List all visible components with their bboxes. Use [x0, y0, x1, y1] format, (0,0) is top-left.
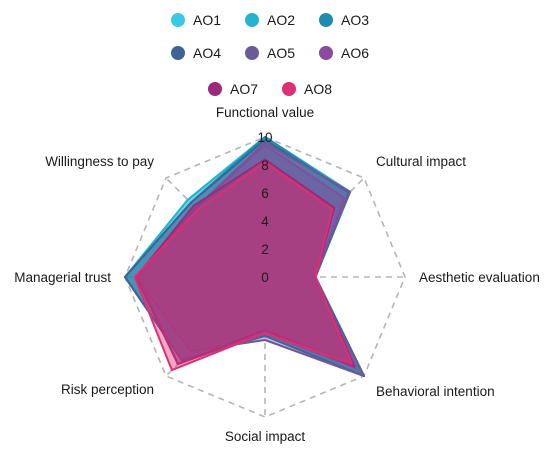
legend-swatch	[171, 46, 185, 60]
legend-item-ao4[interactable]: AO4	[171, 45, 221, 61]
legend-swatch	[319, 46, 333, 60]
legend-item-ao8[interactable]: AO8	[282, 81, 332, 97]
legend-swatch	[171, 13, 185, 27]
tick-label: 8	[261, 158, 269, 173]
series-area-ao8	[133, 161, 354, 372]
axis-label: Behavioral intention	[376, 384, 495, 399]
radar-series	[124, 136, 365, 377]
grid-spoke	[165, 177, 266, 278]
radial-ticks: 0 2 4 6 8 10	[257, 130, 272, 285]
legend-label: AO2	[267, 12, 295, 28]
grid-spoke	[264, 177, 365, 278]
legend-label: AO6	[341, 45, 369, 61]
legend-item-ao3[interactable]: AO3	[319, 12, 369, 28]
legend-swatch	[319, 13, 333, 27]
legend-label: AO1	[193, 12, 221, 28]
legend-label: AO3	[341, 12, 369, 28]
legend-swatch	[282, 82, 296, 96]
axis-label: Willingness to pay	[45, 154, 154, 169]
tick-label: 2	[261, 242, 269, 257]
grid-spoke	[264, 276, 365, 377]
axis-label: Functional value	[216, 105, 314, 120]
axis-label: Managerial trust	[14, 270, 111, 285]
tick-label: 6	[261, 186, 269, 201]
axis-label: Cultural impact	[376, 154, 466, 169]
legend-item-ao1[interactable]: AO1	[171, 12, 221, 28]
legend-label: AO4	[193, 45, 221, 61]
radar-grid	[124, 136, 406, 418]
legend-swatch	[245, 13, 259, 27]
legend-label: AO5	[267, 45, 295, 61]
legend-swatch	[208, 82, 222, 96]
axis-label: Aesthetic evaluation	[419, 270, 540, 285]
legend-item-ao6[interactable]: AO6	[319, 45, 369, 61]
legend-label: AO8	[304, 81, 332, 97]
legend: AO1 AO2 AO3 AO4 AO5 AO6 AO7 AO8	[171, 12, 369, 97]
tick-label: 4	[261, 214, 269, 229]
axis-labels: Functional value Cultural impact Aesthetic…	[14, 105, 540, 444]
legend-item-ao7[interactable]: AO7	[208, 81, 258, 97]
legend-label: AO7	[230, 81, 258, 97]
tick-label: 10	[257, 130, 272, 145]
axis-label: Risk perception	[61, 382, 154, 397]
tick-label: 0	[261, 270, 269, 285]
grid-spoke	[165, 276, 266, 377]
legend-item-ao5[interactable]: AO5	[245, 45, 295, 61]
axis-label: Social impact	[225, 429, 306, 444]
legend-swatch	[245, 46, 259, 60]
legend-item-ao2[interactable]: AO2	[245, 12, 295, 28]
